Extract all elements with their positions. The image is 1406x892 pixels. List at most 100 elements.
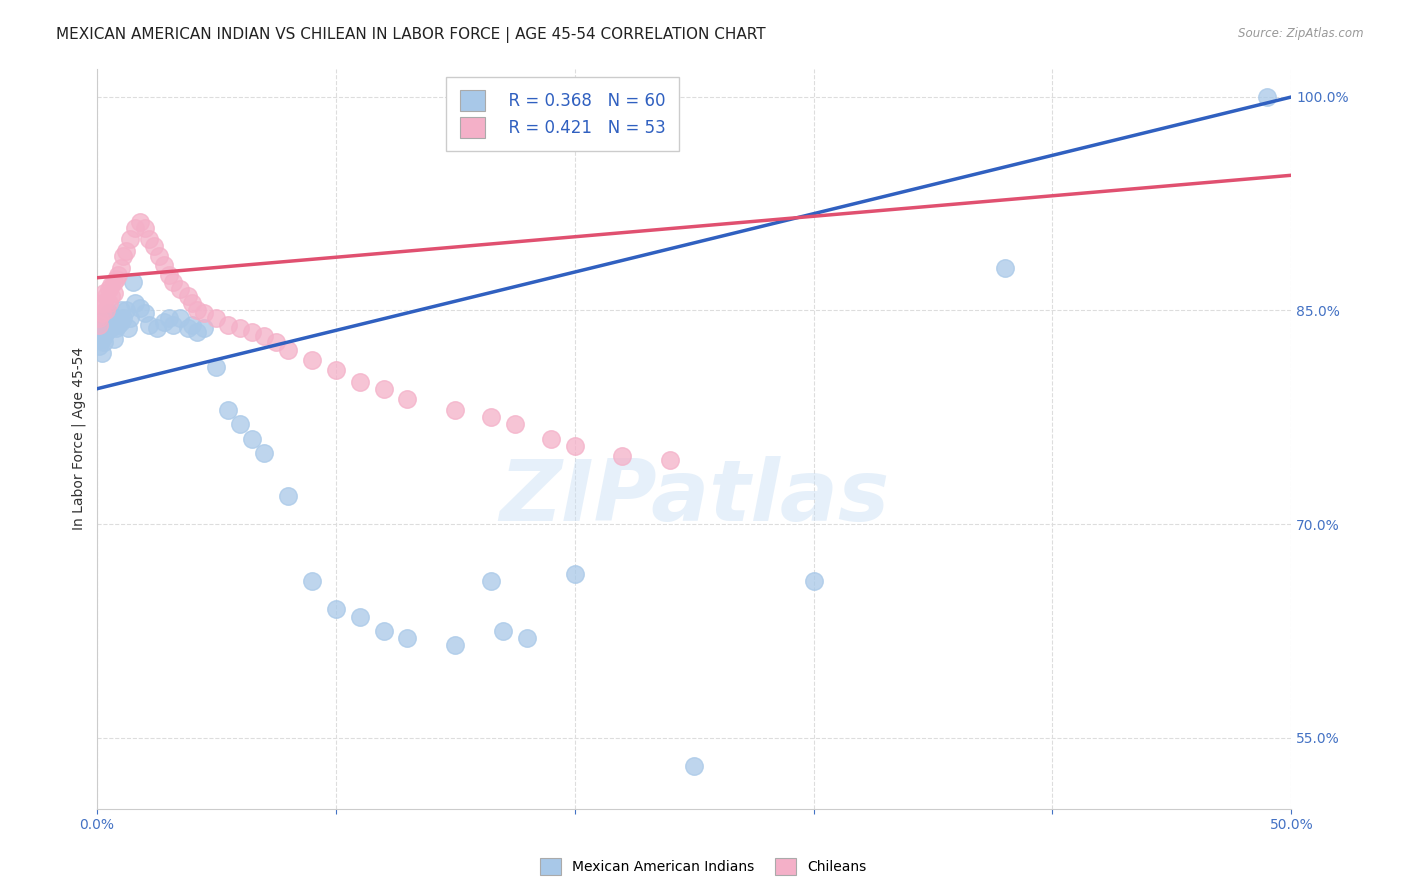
Point [162, 318, 184, 332]
Point [124, 221, 146, 235]
Point [93, 286, 115, 301]
Point [444, 638, 467, 652]
Point [90, 296, 112, 310]
Legend:   R = 0.368   N = 60,   R = 0.421   N = 53: R = 0.368 N = 60, R = 0.421 N = 53 [446, 77, 679, 151]
Point [169, 310, 191, 325]
Text: MEXICAN AMERICAN INDIAN VS CHILEAN IN LABOR FORCE | AGE 45-54 CORRELATION CHART: MEXICAN AMERICAN INDIAN VS CHILEAN IN LA… [56, 27, 766, 43]
Point [325, 363, 347, 377]
Point [564, 566, 586, 581]
Point [89, 318, 111, 332]
Point [97, 306, 120, 320]
Point [253, 329, 276, 343]
Point [176, 320, 198, 334]
Point [120, 310, 142, 325]
Y-axis label: In Labor Force | Age 45-54: In Labor Force | Age 45-54 [72, 347, 86, 530]
Point [683, 759, 706, 773]
Point [540, 432, 562, 446]
Point [93, 296, 115, 310]
Point [96, 289, 118, 303]
Point [104, 320, 127, 334]
Legend: Mexican American Indians, Chileans: Mexican American Indians, Chileans [534, 853, 872, 880]
Point [176, 289, 198, 303]
Point [100, 277, 122, 292]
Point [100, 310, 122, 325]
Point [301, 353, 323, 368]
Point [277, 489, 299, 503]
Point [114, 303, 136, 318]
Point [121, 275, 143, 289]
Point [103, 275, 125, 289]
Point [100, 289, 122, 303]
Point [516, 631, 538, 645]
Text: ZIPatlas: ZIPatlas [499, 457, 889, 540]
Point [90, 306, 112, 320]
Point [110, 303, 132, 318]
Point [103, 286, 125, 301]
Point [181, 318, 204, 332]
Point [93, 320, 115, 334]
Point [994, 260, 1017, 275]
Point [492, 624, 515, 638]
Point [479, 410, 502, 425]
Point [503, 417, 526, 432]
Point [217, 403, 239, 417]
Point [107, 318, 129, 332]
Point [186, 303, 208, 318]
Point [103, 315, 125, 329]
Point [138, 232, 160, 246]
Point [90, 346, 112, 360]
Point [186, 325, 208, 339]
Point [217, 318, 239, 332]
Point [96, 315, 118, 329]
Point [564, 439, 586, 453]
Point [93, 329, 115, 343]
Point [253, 446, 276, 460]
Point [114, 244, 136, 258]
Text: Source: ZipAtlas.com: Source: ZipAtlas.com [1239, 27, 1364, 40]
Point [229, 417, 252, 432]
Point [110, 260, 132, 275]
Point [117, 320, 139, 334]
Point [803, 574, 825, 588]
Point [134, 306, 156, 320]
Point [97, 282, 120, 296]
Point [349, 375, 371, 389]
Point [205, 360, 228, 375]
Point [89, 325, 111, 339]
Point [89, 339, 111, 353]
Point [396, 631, 419, 645]
Point [107, 268, 129, 282]
Point [90, 313, 112, 327]
Point [97, 296, 120, 310]
Point [120, 232, 142, 246]
Point [97, 318, 120, 332]
Point [157, 310, 180, 325]
Point [444, 403, 467, 417]
Point [659, 453, 682, 467]
Point [277, 343, 299, 358]
Point [396, 392, 419, 406]
Point [205, 310, 228, 325]
Point [89, 310, 111, 325]
Point [325, 602, 347, 616]
Point [96, 303, 118, 318]
Point [193, 306, 215, 320]
Point [152, 258, 174, 272]
Point [138, 318, 160, 332]
Point [612, 449, 634, 463]
Point [110, 315, 132, 329]
Point [301, 574, 323, 588]
Point [112, 310, 135, 325]
Point [93, 334, 115, 349]
Point [128, 215, 150, 229]
Point [134, 221, 156, 235]
Point [157, 268, 180, 282]
Point [264, 334, 287, 349]
Point [373, 624, 395, 638]
Point [103, 332, 125, 346]
Point [90, 332, 112, 346]
Point [349, 609, 371, 624]
Point [124, 296, 146, 310]
Point [89, 318, 111, 332]
Point [373, 382, 395, 396]
